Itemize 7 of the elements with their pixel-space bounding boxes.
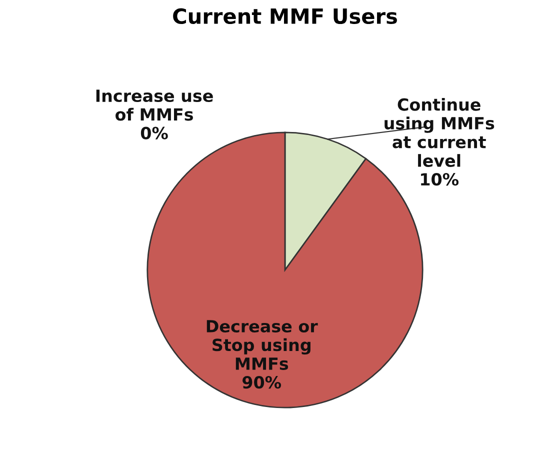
data-label: 10% [421,173,459,186]
data-label: 90% [242,376,282,389]
slice-label: Continue using MMFs at current level [384,98,494,167]
chart-title: Current MMF Users [173,8,397,24]
category-label: Increase use of MMFs [96,90,213,121]
text: 0% [140,126,168,140]
slice-label: Decrease or Stop using MMFs [206,320,318,370]
